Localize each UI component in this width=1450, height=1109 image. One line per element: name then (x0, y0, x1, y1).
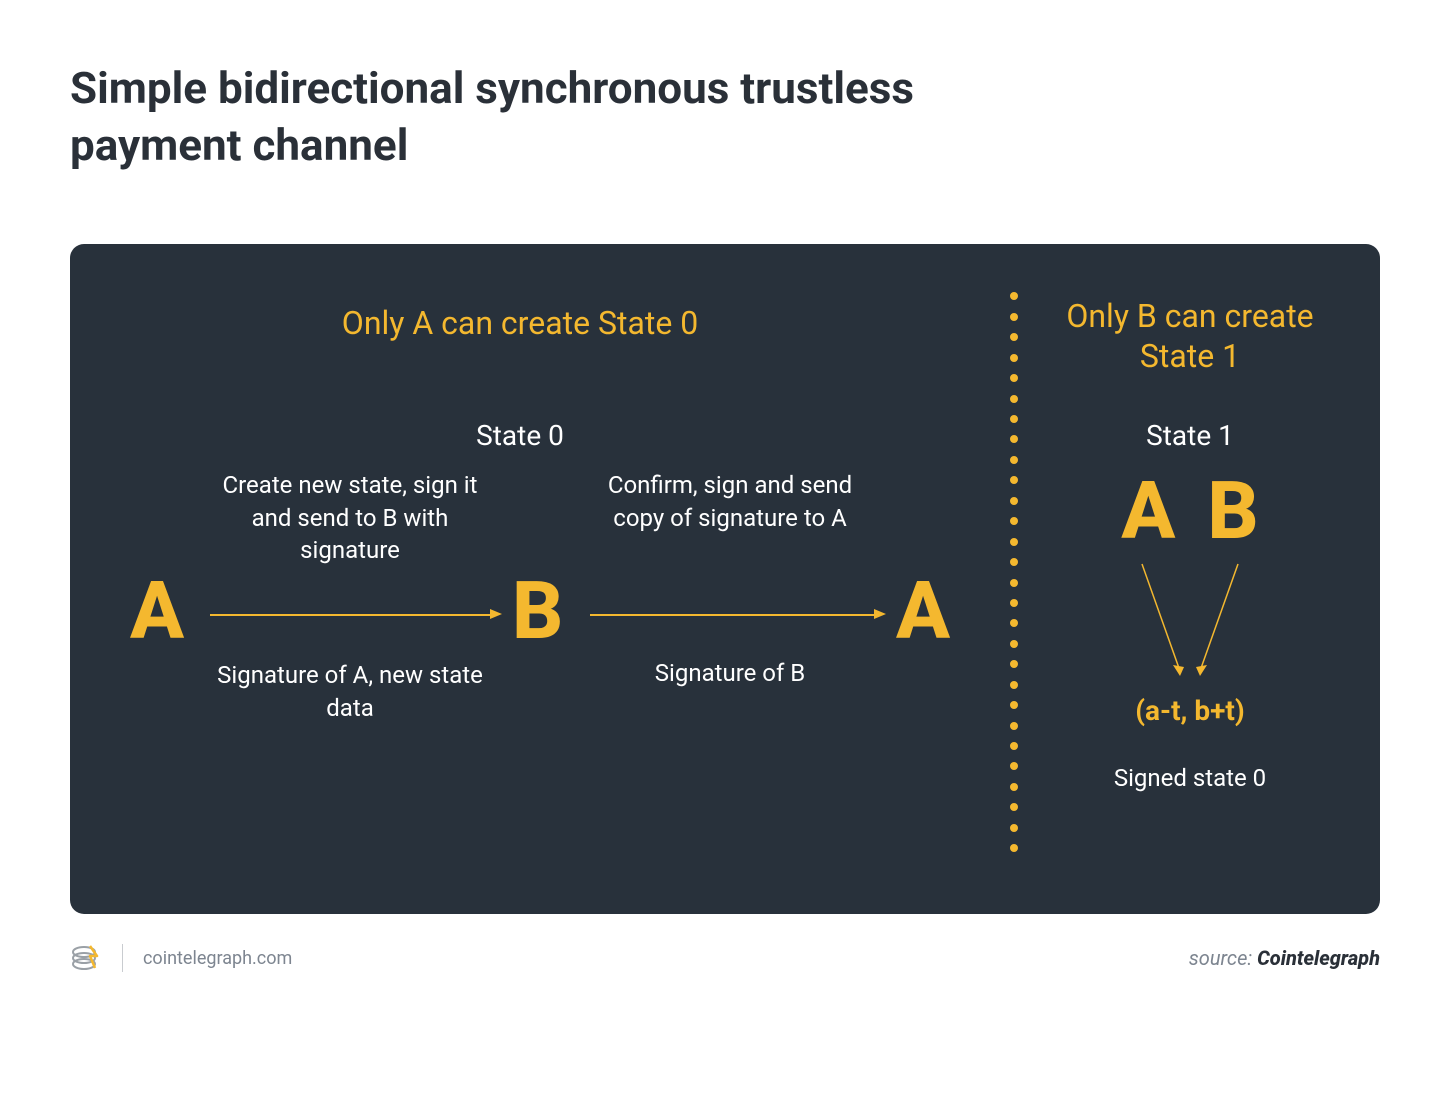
divider-dot (1010, 292, 1018, 300)
arrowhead-2-icon (874, 609, 886, 619)
step2-description: Confirm, sign and send copy of signature… (600, 469, 860, 534)
divider-dot (1010, 640, 1018, 648)
divider-dot (1010, 333, 1018, 341)
arrow-a-to-b (210, 614, 494, 616)
divider-dot (1010, 558, 1018, 566)
divider-dot (1010, 415, 1018, 423)
divider-dot (1010, 803, 1018, 811)
left-section-header: Only A can create State 0 (70, 304, 970, 342)
divider-dot (1010, 824, 1018, 832)
divider-dot (1010, 313, 1018, 321)
signature-b-label: Signature of B (600, 659, 860, 687)
signature-a-label: Signature of A, new state data (210, 659, 490, 724)
source-attribution: source: Cointelegraph (1189, 946, 1380, 970)
arrowhead-1-icon (490, 609, 502, 619)
arrow-b-to-a (590, 614, 878, 616)
divider-dot (1010, 844, 1018, 852)
step1-description: Create new state, sign it and send to B … (210, 469, 490, 566)
divider-dot (1010, 456, 1018, 464)
state1-nodes: A B (1040, 464, 1340, 558)
site-url: cointelegraph.com (143, 948, 292, 969)
divider-dot (1010, 701, 1018, 709)
state1-label: State 1 (1040, 419, 1340, 452)
divider-dot (1010, 681, 1018, 689)
signed-state-label: Signed state 0 (1040, 764, 1340, 792)
divider-dot (1010, 395, 1018, 403)
divider-dot (1010, 354, 1018, 362)
node-b-right: B (1207, 464, 1258, 558)
divider-dot (1010, 742, 1018, 750)
divider-dot (1010, 476, 1018, 484)
brand-logo-icon (70, 942, 102, 974)
divider-dot (1010, 783, 1018, 791)
divider-dot (1010, 599, 1018, 607)
divider-dot (1010, 762, 1018, 770)
right-section-header: Only B can create State 1 (1040, 296, 1340, 376)
converge-arrows-icon (1120, 559, 1260, 689)
state0-label: State 0 (70, 419, 970, 452)
node-a-right: A (1121, 464, 1175, 558)
state-tuple: (a-t, b+t) (1040, 694, 1340, 727)
divider-dot (1010, 660, 1018, 668)
source-prefix: source: (1189, 946, 1257, 970)
divider-dot (1010, 517, 1018, 525)
divider-dot (1010, 374, 1018, 382)
footer-divider (122, 944, 123, 972)
divider-dot (1010, 722, 1018, 730)
divider-dot (1010, 538, 1018, 546)
source-brand: Cointelegraph (1257, 946, 1380, 970)
divider-dot (1010, 497, 1018, 505)
footer: cointelegraph.com source: Cointelegraph (70, 942, 1380, 974)
footer-left: cointelegraph.com (70, 942, 292, 974)
node-a-2: A (896, 564, 950, 658)
section-divider (1010, 292, 1018, 852)
diagram-panel: Only A can create State 0 Only B can cre… (70, 244, 1380, 914)
page-title: Simple bidirectional synchronous trustle… (70, 60, 1070, 174)
node-a-1: A (130, 564, 184, 658)
node-b-1: B (512, 564, 563, 658)
divider-dot (1010, 435, 1018, 443)
divider-dot (1010, 579, 1018, 587)
divider-dot (1010, 619, 1018, 627)
